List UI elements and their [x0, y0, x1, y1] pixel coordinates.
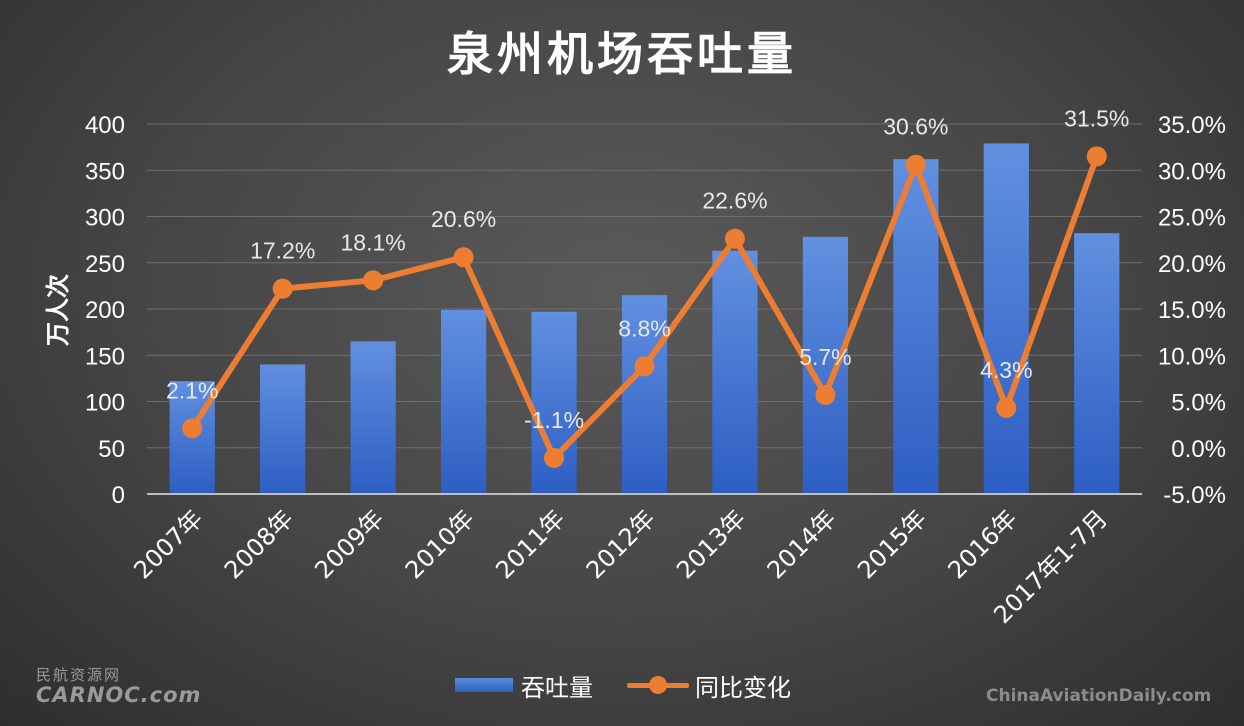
y-tick-label: 100	[85, 390, 125, 417]
legend-bar-swatch	[455, 678, 513, 692]
bar	[1074, 233, 1120, 494]
y2-tick-label: 25.0%	[1158, 205, 1226, 232]
y2-tick-label: -5.0%	[1163, 482, 1226, 509]
y2-tick-label: 20.0%	[1158, 251, 1226, 278]
x-tick-label: 2011年	[490, 504, 570, 584]
line-point	[363, 270, 384, 291]
data-label: 31.5%	[1064, 105, 1129, 131]
bar	[440, 309, 487, 494]
y-tick-label: 150	[85, 343, 125, 370]
x-tick-label: 2009年	[309, 504, 389, 584]
y-tick-label: 350	[85, 158, 125, 185]
line-point	[1086, 146, 1107, 167]
data-label: 18.1%	[341, 229, 406, 255]
y2-tick-label: 10.0%	[1158, 343, 1226, 370]
data-label: 2.1%	[166, 377, 218, 403]
y2-tick-label: 0.0%	[1171, 436, 1226, 463]
data-label: 22.6%	[702, 188, 767, 214]
legend-label-throughput: 吞吐量	[521, 673, 593, 702]
bar	[712, 250, 758, 494]
y2-tick-label: 30.0%	[1158, 158, 1226, 185]
data-label: 8.8%	[618, 315, 670, 341]
data-label: 4.3%	[980, 357, 1032, 383]
y2-tick-label: 5.0%	[1171, 390, 1226, 417]
line-point	[996, 397, 1017, 418]
x-tick-label: 2014年	[762, 504, 842, 584]
bar	[621, 295, 668, 494]
bar	[983, 143, 1029, 495]
legend-line-swatch	[627, 675, 689, 695]
y-tick-label: 400	[85, 112, 125, 139]
y-tick-label: 200	[85, 297, 125, 324]
watermark-chinaaviationdaily: ChinaAviationDaily.com	[986, 686, 1212, 706]
watermark-carnoc-logo: CARNOC.com	[36, 683, 202, 707]
x-tick-label: 2010年	[400, 504, 480, 584]
line-point	[272, 278, 293, 299]
x-tick-label: 2008年	[219, 504, 299, 584]
chart-title: 泉州机场吞吐量	[447, 27, 797, 81]
line-point	[544, 447, 565, 468]
legend-label-yoy-change: 同比变化	[695, 673, 791, 702]
data-label: 20.6%	[431, 206, 496, 232]
y2-tick-label: 15.0%	[1158, 297, 1226, 324]
y-tick-label: 250	[85, 251, 125, 278]
line-point	[453, 247, 474, 268]
bar	[260, 364, 306, 494]
data-label: 30.6%	[883, 114, 948, 140]
bar	[893, 159, 939, 494]
bar	[350, 341, 396, 494]
x-tick-label: 2015年	[852, 504, 932, 584]
x-tick-label: 2012年	[581, 504, 661, 584]
line-point	[724, 228, 745, 249]
data-label: 17.2%	[250, 238, 315, 264]
line-point	[182, 418, 203, 439]
legend-item-throughput: 吞吐量	[455, 668, 593, 702]
line-point	[634, 356, 655, 377]
line-point	[905, 154, 926, 175]
x-tick-label: 2007年	[129, 504, 209, 584]
data-label: -1.1%	[524, 407, 584, 433]
y-axis-label: 万人次	[44, 274, 72, 346]
data-label: 5.7%	[799, 344, 851, 370]
x-tick-label: 2016年	[943, 504, 1023, 584]
y-tick-label: 300	[85, 205, 125, 232]
line-point	[815, 385, 836, 406]
y-tick-label: 0	[112, 482, 125, 509]
y-tick-label: 50	[98, 436, 125, 463]
legend-item-yoy-change: 同比变化	[627, 668, 791, 702]
watermark-carnoc-cn: 民航资源网	[36, 666, 122, 684]
y2-tick-label: 35.0%	[1158, 112, 1226, 139]
x-tick-label: 2013年	[671, 504, 751, 584]
